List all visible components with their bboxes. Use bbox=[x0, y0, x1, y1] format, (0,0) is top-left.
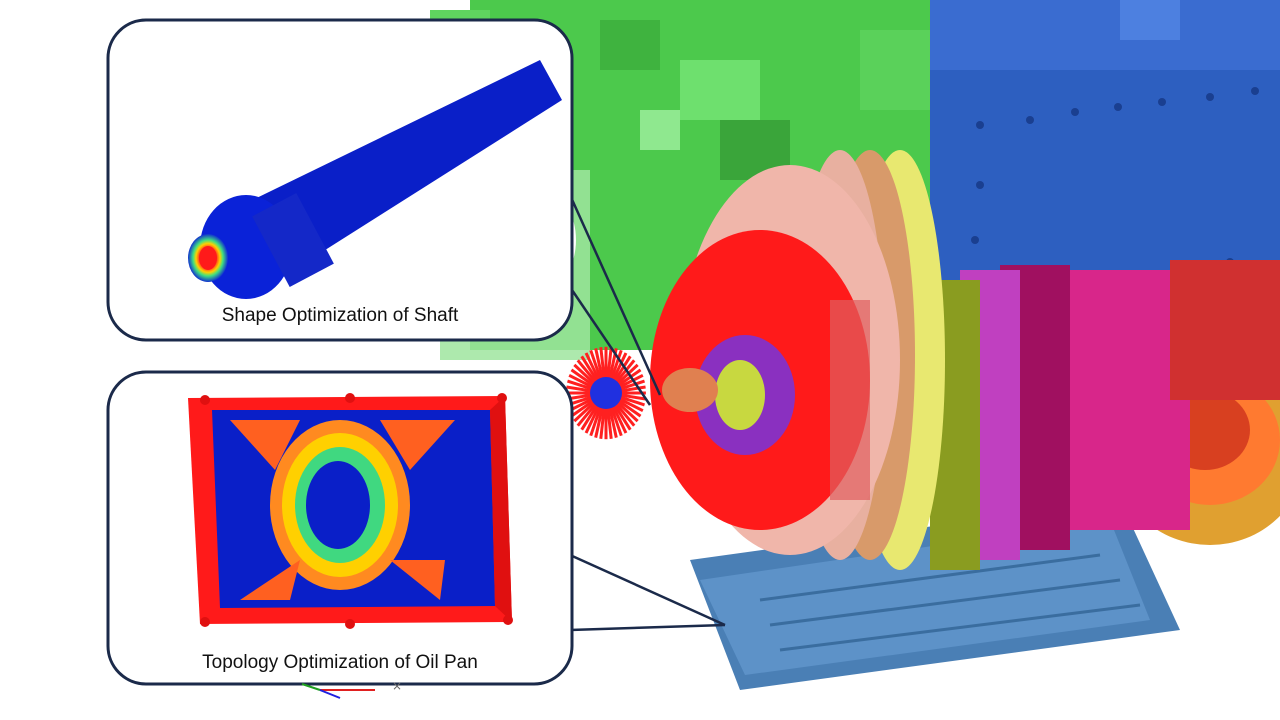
svg-text:×: × bbox=[392, 679, 402, 693]
gear-tooth bbox=[617, 368, 642, 387]
gear-tooth bbox=[576, 402, 598, 427]
gear-tooth bbox=[580, 403, 599, 431]
gear-tooth bbox=[576, 359, 598, 384]
gear-tooth bbox=[611, 405, 628, 434]
gear-tooth bbox=[616, 400, 639, 423]
shaft-callout bbox=[106, 18, 574, 342]
gear-tooth bbox=[566, 379, 593, 391]
oil-pan-callout bbox=[106, 370, 574, 686]
gear-tooth bbox=[599, 407, 606, 439]
gear-tooth bbox=[570, 368, 595, 387]
gear-tooth bbox=[580, 355, 599, 383]
gear-tooth bbox=[613, 355, 632, 383]
gear-tooth bbox=[609, 406, 623, 437]
gear-tooth bbox=[566, 385, 593, 393]
oil-pan-topology-model bbox=[188, 393, 513, 629]
gear-tooth bbox=[573, 400, 596, 423]
gear-tooth bbox=[599, 347, 606, 379]
motor-housing bbox=[930, 0, 1280, 300]
gear-tooth bbox=[614, 359, 636, 384]
gear-tooth bbox=[589, 406, 603, 437]
gear-tooth bbox=[611, 352, 628, 381]
clutch-disc-stack bbox=[650, 150, 1280, 570]
gear-tooth bbox=[584, 405, 601, 434]
gear-tooth bbox=[609, 349, 623, 380]
gear-tooth bbox=[584, 352, 601, 381]
gear-tooth bbox=[618, 397, 644, 413]
gear-tooth bbox=[616, 363, 639, 386]
shaft-model bbox=[188, 60, 562, 299]
gear-tooth bbox=[619, 385, 646, 393]
sun-gear bbox=[566, 346, 646, 440]
gear-tooth bbox=[606, 407, 613, 439]
gear-tooth bbox=[594, 348, 604, 380]
gear-tooth bbox=[619, 393, 646, 401]
gear-tooth bbox=[617, 399, 642, 418]
shaft-callout-caption: Shape Optimization of Shaft bbox=[221, 305, 459, 326]
gear-tooth bbox=[568, 373, 594, 389]
pinion-gear bbox=[662, 368, 718, 412]
gear-tooth bbox=[608, 406, 618, 438]
gear-tooth bbox=[619, 379, 646, 391]
sun-gear-hub bbox=[590, 377, 622, 409]
axis-triad-icon: × bbox=[301, 679, 402, 699]
gear-tooth bbox=[614, 402, 636, 427]
gear-tooth bbox=[570, 399, 595, 418]
gear-tooth bbox=[618, 373, 644, 389]
gear-tooth bbox=[589, 349, 603, 380]
callout-connectors bbox=[568, 194, 726, 632]
gear-tooth bbox=[619, 395, 646, 407]
gear-tooth bbox=[594, 406, 604, 438]
gear-tooth bbox=[573, 363, 596, 386]
gear-tooth bbox=[613, 403, 632, 431]
gear-tooth bbox=[606, 347, 613, 379]
oil-pan-callout-caption: Topology Optimization of Oil Pan bbox=[202, 652, 478, 673]
